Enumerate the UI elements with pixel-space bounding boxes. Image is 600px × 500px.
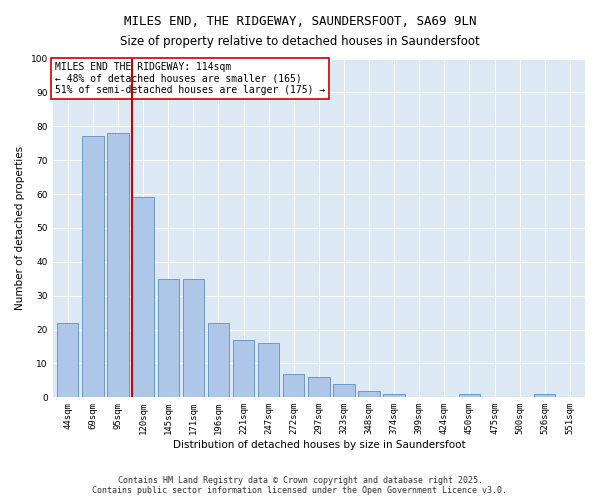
Text: MILES END, THE RIDGEWAY, SAUNDERSFOOT, SA69 9LN: MILES END, THE RIDGEWAY, SAUNDERSFOOT, S…	[124, 15, 476, 28]
Bar	[158, 278, 179, 398]
X-axis label: Distribution of detached houses by size in Saundersfoot: Distribution of detached houses by size …	[173, 440, 465, 450]
Bar	[258, 343, 279, 398]
Bar	[133, 198, 154, 398]
Y-axis label: Number of detached properties: Number of detached properties	[15, 146, 25, 310]
Bar	[358, 390, 380, 398]
Bar	[107, 133, 128, 398]
Bar	[308, 377, 329, 398]
Bar	[459, 394, 480, 398]
Text: MILES END THE RIDGEWAY: 114sqm
← 48% of detached houses are smaller (165)
51% of: MILES END THE RIDGEWAY: 114sqm ← 48% of …	[55, 62, 326, 95]
Bar	[534, 394, 556, 398]
Text: Contains HM Land Registry data © Crown copyright and database right 2025.
Contai: Contains HM Land Registry data © Crown c…	[92, 476, 508, 495]
Bar	[208, 323, 229, 398]
Bar	[283, 374, 304, 398]
Bar	[383, 394, 405, 398]
Text: Size of property relative to detached houses in Saundersfoot: Size of property relative to detached ho…	[120, 35, 480, 48]
Bar	[233, 340, 254, 398]
Bar	[333, 384, 355, 398]
Bar	[182, 278, 204, 398]
Bar	[82, 136, 104, 398]
Bar	[57, 323, 79, 398]
